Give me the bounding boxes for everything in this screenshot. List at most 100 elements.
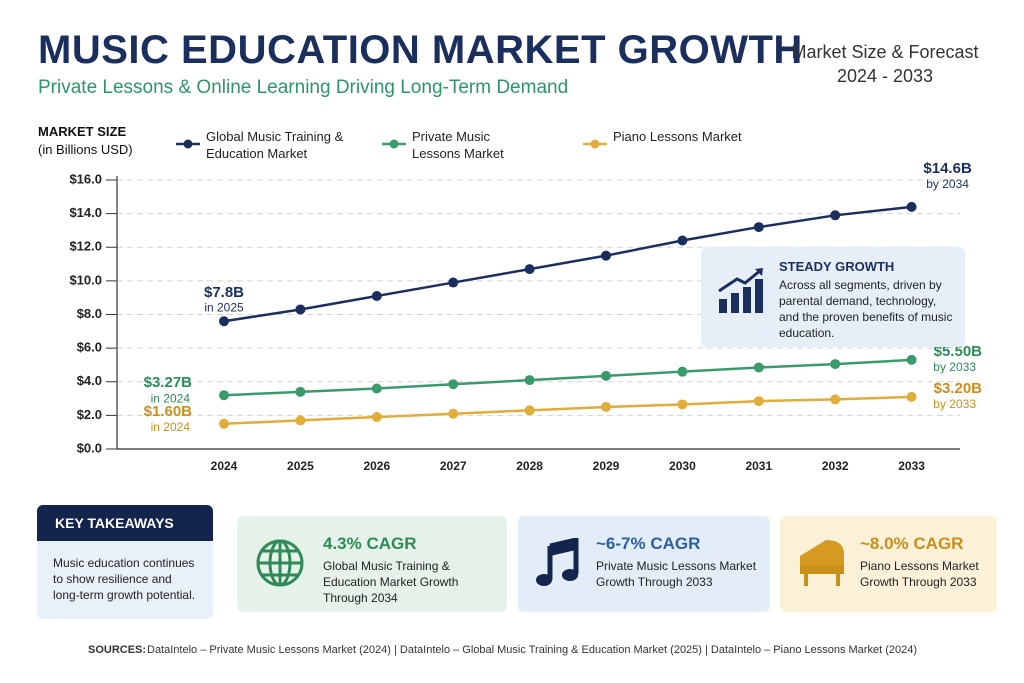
callout: STEADY GROWTH Across all segments, drive… (701, 247, 965, 347)
y-tick-label: $14.0 (69, 205, 102, 220)
legend-marker (583, 139, 607, 149)
y-tick-label: $2.0 (77, 407, 102, 422)
data-point (601, 370, 611, 381)
end-note: by 2033 (933, 360, 976, 374)
side-range: 2024 - 2033 (836, 66, 934, 86)
side-title: Market Size & Forecast (791, 42, 979, 62)
legend-label: Global Music Training & Education Market (206, 129, 344, 161)
y-tick-label: $4.0 (77, 373, 102, 388)
takeaways-text: Music education continues to show resili… (53, 556, 196, 602)
note-icon (536, 538, 579, 586)
x-tick-label: 2027 (440, 459, 467, 473)
data-point (677, 235, 688, 246)
data-point (753, 362, 764, 373)
card: ~8.0% CAGR Piano Lessons Market Growth T… (780, 516, 997, 612)
card: ~6-7% CAGR Private Music Lessons Market … (518, 516, 770, 612)
data-point (753, 396, 764, 407)
data-point (448, 277, 459, 288)
x-tick-label: 2030 (669, 459, 696, 473)
start-note: in 2025 (204, 300, 244, 314)
series-line (223, 205, 912, 323)
piano-icon (800, 540, 844, 586)
series-line (223, 395, 912, 426)
subtitle: Private Lessons & Online Learning Drivin… (38, 77, 569, 98)
data-point (677, 399, 688, 410)
card-title: ~8.0% CAGR (860, 534, 964, 553)
legend-label: Private Music Lessons Market (412, 129, 504, 161)
sources-label: SOURCES: (88, 644, 147, 656)
card-text: Piano Lessons Market Growth Through 2033 (860, 559, 979, 589)
x-tick-label: 2033 (898, 459, 925, 473)
card-title: 4.3% CAGR (323, 534, 417, 553)
y-unit: (in Billions USD) (38, 142, 133, 157)
start-note: in 2024 (151, 391, 191, 405)
chart: $0.0 $2.0 $4.0 $6.0 $8.0 $10.0 $12.0 $14.0 $16.0… (69, 160, 983, 473)
data-point (371, 412, 382, 423)
data-point (524, 375, 535, 386)
data-point (830, 394, 841, 405)
start-label: $1.60B (144, 403, 193, 420)
callout-text: Across all segments, driven by parental … (779, 278, 953, 340)
data-point (448, 408, 459, 419)
end-label: $5.50B (934, 343, 983, 360)
data-point (524, 264, 535, 275)
start-note: in 2024 (151, 420, 191, 434)
start-label: $3.27B (144, 374, 193, 391)
card-text: Private Music Lessons Market Growth Thro… (596, 559, 757, 589)
y-label: MARKET SIZE (38, 124, 127, 139)
legend-dot (389, 139, 399, 149)
data-point (906, 354, 917, 365)
y-tick-label: $6.0 (77, 340, 102, 355)
y-tick-label: $12.0 (69, 239, 102, 254)
data-point (601, 250, 611, 261)
x-tick-label: 2024 (211, 459, 238, 473)
title: MUSIC EDUCATION MARKET GROWTH (38, 28, 803, 72)
data-point (906, 391, 917, 402)
data-point (371, 291, 382, 302)
y-tick-label: $10.0 (69, 272, 102, 287)
data-point (906, 201, 917, 212)
data-point (753, 222, 764, 233)
card-title: ~6-7% CAGR (596, 534, 701, 553)
data-point (524, 405, 535, 416)
sources-text: DataIntelo – Private Music Lessons Marke… (147, 644, 917, 656)
data-point (371, 383, 382, 394)
x-tick-label: 2028 (516, 459, 543, 473)
end-label: $14.6B (923, 160, 972, 177)
globe-icon (256, 539, 304, 587)
data-point (677, 366, 688, 377)
data-point (448, 379, 459, 390)
start-label: $7.8B (204, 284, 244, 301)
growth-icon (718, 268, 763, 313)
data-point (295, 415, 306, 426)
end-label: $3.20B (934, 380, 983, 397)
x-tick-label: 2029 (593, 459, 620, 473)
data-point (295, 304, 306, 315)
takeaways-title: KEY TAKEAWAYS (37, 505, 213, 541)
y-tick-label: $0.0 (77, 440, 102, 455)
card: 4.3% CAGR Global Music Training & Educat… (237, 516, 507, 612)
y-tick-label: $8.0 (77, 306, 102, 321)
legend-marker (176, 139, 200, 149)
series-line (223, 358, 912, 397)
data-point (295, 386, 306, 397)
x-tick-label: 2026 (363, 459, 390, 473)
data-point (601, 401, 611, 412)
legend-dot (590, 139, 600, 149)
data-point (830, 210, 841, 221)
end-note: by 2034 (926, 177, 969, 191)
legend-dot (183, 139, 193, 149)
data-point (219, 390, 229, 401)
callout-title: STEADY GROWTH (779, 259, 895, 274)
data-point (830, 359, 841, 370)
end-note: by 2033 (933, 397, 976, 411)
legend-label: Piano Lessons Market (613, 129, 742, 144)
y-tick-label: $16.0 (69, 171, 102, 186)
x-tick-label: 2025 (287, 459, 314, 473)
card-text: Global Music Training & Education Market… (323, 559, 459, 605)
x-tick-label: 2031 (745, 459, 772, 473)
legend-marker (382, 139, 406, 149)
x-tick-label: 2032 (822, 459, 849, 473)
data-point (219, 418, 229, 429)
